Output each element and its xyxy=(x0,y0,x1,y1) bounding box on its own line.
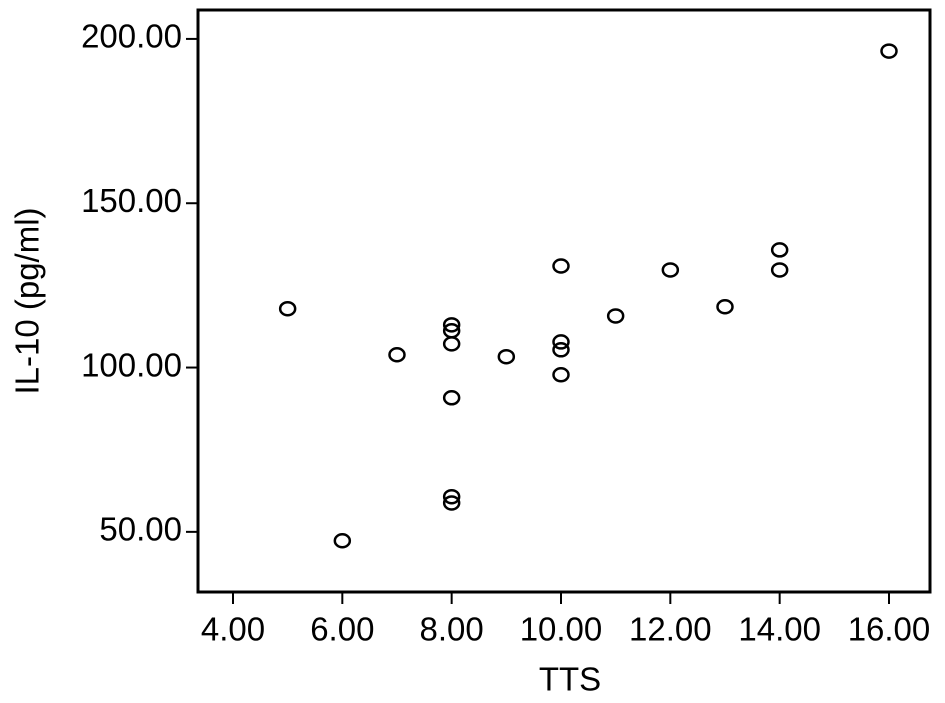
point xyxy=(552,334,570,350)
point xyxy=(442,488,461,505)
point xyxy=(442,317,461,333)
x-tick-label: 8.00 xyxy=(420,611,484,648)
y-axis-label: IL-10 (pg/ml) xyxy=(9,207,46,394)
point xyxy=(442,390,461,406)
y-tick-label: 50.00 xyxy=(99,511,182,548)
point xyxy=(606,308,625,324)
point xyxy=(552,258,570,274)
point xyxy=(442,495,461,511)
x-tick-label: 16.00 xyxy=(848,611,931,648)
point xyxy=(880,43,898,59)
point xyxy=(552,367,570,383)
plot-frame xyxy=(196,8,932,594)
point xyxy=(388,346,406,363)
point xyxy=(278,300,297,317)
point xyxy=(552,342,570,358)
y-tick-label: 200.00 xyxy=(81,18,182,55)
x-tick-label: 12.00 xyxy=(629,611,712,648)
point xyxy=(770,262,789,278)
point xyxy=(770,242,789,258)
point xyxy=(716,299,734,315)
point xyxy=(442,336,461,352)
x-tick-label: 6.00 xyxy=(310,611,374,648)
point xyxy=(497,348,516,365)
y-tick-label: 150.00 xyxy=(81,182,182,219)
y-tick-label: 100.00 xyxy=(81,346,182,383)
point xyxy=(333,532,352,549)
x-axis-label: TTS xyxy=(539,661,601,698)
x-tick-label: 14.00 xyxy=(738,611,821,648)
point xyxy=(661,262,680,278)
x-tick-label: 4.00 xyxy=(201,611,265,648)
x-tick-label: 10.00 xyxy=(520,611,603,648)
